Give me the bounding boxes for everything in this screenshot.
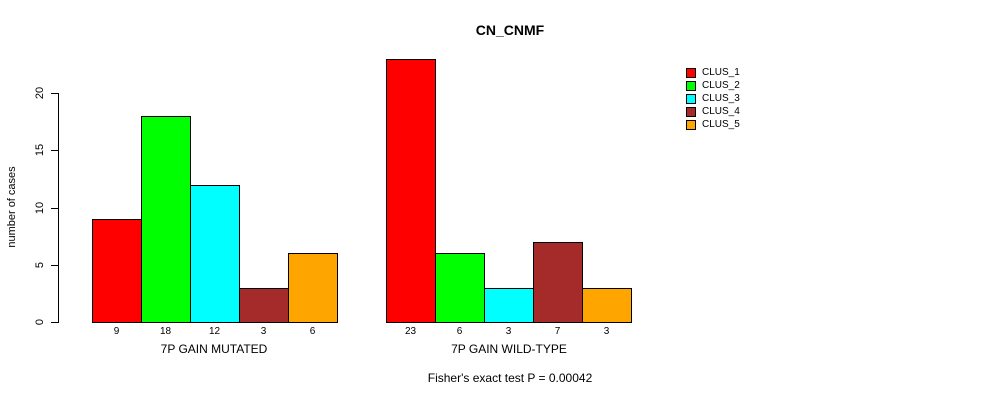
bar-clus_5	[582, 288, 632, 323]
bar-clus_3	[190, 185, 240, 323]
fisher-test-annotation: Fisher's exact test P = 0.00042	[427, 371, 593, 385]
y-tick-label: 10	[34, 201, 46, 214]
y-tick-label: 15	[34, 144, 46, 157]
bar-clus_2	[435, 253, 485, 323]
legend-label: CLUS_4	[702, 106, 740, 117]
bar-value-label: 3	[603, 326, 610, 337]
legend-label: CLUS_2	[702, 80, 740, 91]
chart-title: CN_CNMF	[475, 22, 545, 38]
legend-item-clus_1: CLUS_1	[686, 66, 740, 79]
y-tick-label: 0	[34, 318, 46, 326]
legend: CLUS_1 CLUS_2 CLUS_3 CLUS_4 CLUS_5	[686, 66, 740, 131]
bar-value-label: 3	[260, 326, 267, 337]
legend-item-clus_4: CLUS_4	[686, 105, 740, 118]
bar-clus_4	[239, 288, 289, 323]
legend-label: CLUS_3	[702, 93, 740, 104]
legend-item-clus_5: CLUS_5	[686, 118, 740, 131]
group-label-mutated: 7P GAIN MUTATED	[160, 342, 268, 356]
y-tick-label: 20	[34, 86, 46, 100]
bar-clus_4	[533, 242, 583, 323]
legend-item-clus_2: CLUS_2	[686, 79, 740, 92]
y-tick-mark	[51, 322, 58, 323]
y-axis-line	[58, 93, 59, 323]
bar-value-label: 9	[113, 326, 120, 337]
legend-swatch	[686, 106, 696, 117]
bar-value-label: 18	[159, 326, 172, 337]
bar-value-label: 12	[208, 326, 221, 337]
y-tick-label: 5	[34, 261, 46, 268]
bar-clus_1	[92, 219, 142, 323]
y-tick-mark	[51, 264, 58, 266]
bar-value-label: 23	[404, 326, 417, 337]
bar-value-label: 6	[309, 326, 316, 337]
y-tick-mark	[51, 207, 58, 209]
y-tick-mark	[51, 150, 58, 152]
legend-swatch	[686, 67, 696, 78]
bar-value-label: 7	[554, 326, 561, 337]
bar-clus_2	[141, 116, 191, 323]
legend-item-clus_3: CLUS_3	[686, 92, 740, 105]
bar-value-label: 6	[456, 326, 463, 337]
legend-swatch	[686, 93, 696, 104]
legend-label: CLUS_1	[702, 67, 740, 78]
legend-swatch	[686, 119, 696, 130]
y-tick-mark	[51, 93, 58, 94]
y-axis-label: number of cases	[6, 166, 18, 248]
legend-swatch	[686, 80, 696, 91]
bar-clus_3	[484, 288, 534, 323]
legend-label: CLUS_5	[702, 119, 740, 130]
bar-clus_1	[386, 59, 436, 323]
group-label-wild-type: 7P GAIN WILD-TYPE	[451, 342, 567, 356]
bar-value-label: 3	[505, 326, 512, 337]
bar-clus_5	[288, 253, 338, 323]
